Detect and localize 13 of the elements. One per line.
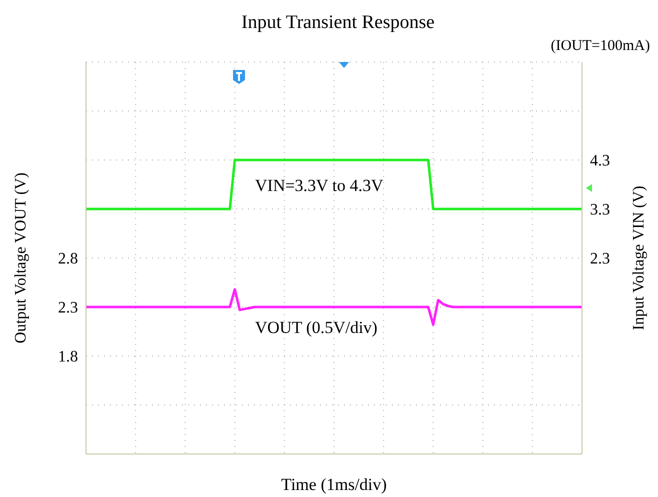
y-tick-label: 1.8 bbox=[58, 348, 78, 366]
y-axis-title: Output Voltage VOUT (V) bbox=[12, 172, 30, 344]
y2-tick-label: 3.3 bbox=[590, 202, 610, 219]
y2-tick-label: 4.3 bbox=[590, 152, 610, 170]
y2-tick-label: 2.3 bbox=[590, 250, 610, 268]
chart-subtitle: (IOUT=100mA) bbox=[550, 38, 650, 55]
y2-axis-title: Input Voltage VIN (V) bbox=[630, 186, 648, 330]
chart-title: Input Transient Response bbox=[240, 12, 436, 34]
x-axis-title: Time (1ms/div) bbox=[281, 475, 387, 494]
annotation: VOUT (0.5V/div) bbox=[255, 318, 378, 338]
y-tick-label: 2.8 bbox=[58, 250, 78, 268]
y-tick-label: 2.3 bbox=[58, 300, 78, 317]
annotation: VIN=3.3V to 4.3V bbox=[255, 176, 384, 196]
